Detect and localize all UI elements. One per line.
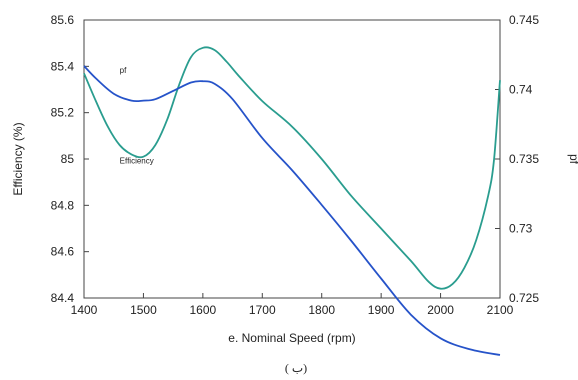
y-axis-left-title: Efficiency (%) [11, 122, 25, 195]
y-axis-left: 84.4 84.6 84.8 85 85.2 85.4 85.6 [51, 13, 89, 305]
x-tick-label: 1600 [190, 303, 217, 317]
x-tick-label: 1700 [249, 303, 276, 317]
series-label-pf: pf [120, 66, 127, 75]
x-axis-title: e. Nominal Speed (rpm) [228, 331, 355, 345]
x-axis: 1400 1500 1600 1700 1800 1900 2000 2100 [71, 293, 514, 317]
x-tick-label: 1400 [71, 303, 98, 317]
y-left-tick-label: 84.8 [51, 198, 75, 212]
y-right-tick-label: 0.74 [509, 83, 533, 97]
y-left-tick-label: 85.6 [51, 13, 75, 27]
y-left-tick-label: 85 [61, 152, 75, 166]
x-tick-label: 1800 [308, 303, 335, 317]
y-left-tick-label: 84.6 [51, 245, 75, 259]
y-right-tick-label: 0.73 [509, 222, 533, 236]
x-tick-label: 2000 [427, 303, 454, 317]
y-left-tick-label: 85.2 [51, 106, 75, 120]
x-tick-label: 1500 [130, 303, 157, 317]
y-axis-right-title: pf [567, 154, 578, 165]
series-line-efficiency [83, 46, 501, 290]
y-right-tick-label: 0.725 [509, 291, 539, 305]
y-left-tick-label: 84.4 [51, 291, 75, 305]
y-right-tick-label: 0.745 [509, 13, 539, 27]
series-layer: Efficiency pf [83, 46, 501, 356]
series-label-efficiency: Efficiency [120, 157, 154, 166]
x-tick-label: 2100 [487, 303, 514, 317]
y-axis-right: 0.725 0.73 0.735 0.74 0.745 [495, 13, 539, 305]
chart-caption: ( ب) [285, 361, 307, 375]
x-tick-label: 1900 [368, 303, 395, 317]
series-line-pf [83, 65, 501, 356]
y-right-tick-label: 0.735 [509, 152, 539, 166]
y-left-tick-label: 85.4 [51, 59, 75, 73]
